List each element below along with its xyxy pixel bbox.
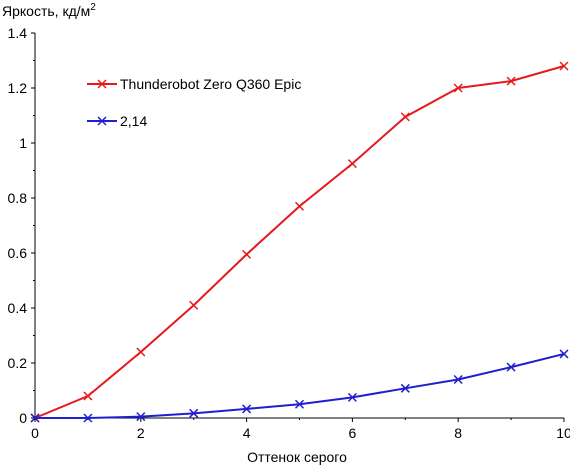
- marker-stroke: [453, 374, 463, 385]
- series-line: [35, 352, 565, 419]
- marker-stroke: [242, 249, 252, 259]
- data-point: [453, 83, 463, 93]
- x-tick-label: 2: [137, 425, 145, 441]
- marker-stroke: [83, 413, 93, 423]
- legend-item-2: 2,14: [87, 113, 147, 129]
- data-point: [189, 408, 199, 418]
- data-point: [294, 201, 305, 211]
- data-point: [83, 391, 93, 401]
- legend-label: Thunderobot Zero Q360 Epic: [120, 76, 301, 92]
- marker-stroke: [30, 413, 40, 423]
- marker-stroke: [453, 83, 463, 93]
- y-tick-label: 0.8: [8, 190, 28, 206]
- marker-stroke: [400, 112, 410, 122]
- marker-stroke: [559, 349, 569, 359]
- marker-stroke: [400, 383, 410, 393]
- y-tick-label: 0.4: [8, 300, 28, 316]
- data-point: [506, 76, 516, 86]
- y-tick-label: 0: [19, 410, 27, 426]
- marker-stroke: [97, 79, 107, 89]
- marker-stroke: [347, 392, 357, 402]
- y-axis-title-superscript: 2: [90, 2, 96, 13]
- data-point: [189, 300, 199, 310]
- data-point: [242, 249, 252, 259]
- data-point: [136, 347, 146, 357]
- x-tick-label: 6: [349, 425, 357, 441]
- y-tick-label: 1: [19, 135, 27, 151]
- y-tick-label: 1.4: [8, 25, 28, 41]
- y-tick-label: 0.6: [8, 245, 28, 261]
- data-point: [400, 383, 410, 393]
- marker-stroke: [83, 391, 93, 401]
- marker-stroke: [242, 404, 252, 414]
- marker-stroke: [294, 399, 305, 409]
- x-tick-label: 0: [31, 425, 39, 441]
- series-1: [30, 61, 569, 423]
- data-point: [136, 412, 146, 422]
- data-point: [30, 413, 40, 423]
- data-point: [347, 159, 357, 169]
- data-point: [400, 112, 410, 122]
- data-point: [242, 404, 252, 414]
- y-axis-title-text: Яркость, кд/м: [2, 3, 90, 19]
- legend-label: 2,14: [120, 113, 147, 129]
- marker-stroke: [136, 347, 146, 357]
- data-point: [83, 413, 93, 423]
- data-point: [559, 349, 569, 359]
- marker-stroke: [347, 159, 357, 169]
- data-point: [347, 392, 357, 402]
- series-2: [30, 349, 569, 423]
- data-point: [294, 399, 305, 409]
- marker-stroke: [294, 201, 305, 211]
- data-point: [559, 61, 569, 71]
- series-line: [34, 65, 565, 419]
- y-axis-title: Яркость, кд/м2: [2, 2, 96, 19]
- x-tick-label: 10: [556, 425, 570, 441]
- x-tick-label: 8: [454, 425, 462, 441]
- data-point: [453, 374, 463, 385]
- marker-stroke: [506, 362, 516, 372]
- marker-stroke: [506, 76, 516, 86]
- data-point: [506, 362, 516, 372]
- marker-stroke: [189, 300, 199, 310]
- plot-series: [30, 61, 569, 423]
- legend-marker: [97, 116, 107, 126]
- x-axis-title: Оттенок серого: [247, 449, 347, 465]
- marker-stroke: [136, 412, 146, 422]
- y-tick-label: 1.2: [8, 80, 28, 96]
- y-tick-label: 0.2: [8, 355, 28, 371]
- legend: Thunderobot Zero Q360 Epic 2,14: [87, 76, 301, 129]
- axes: 0 0.2 0.4 0.6 0.8 1 1.2 1.4 0 2 4 6 8 10: [8, 25, 570, 441]
- marker-stroke: [559, 61, 569, 71]
- marker-stroke: [189, 408, 199, 418]
- legend-item-1: Thunderobot Zero Q360 Epic: [87, 76, 301, 92]
- marker-stroke: [97, 116, 107, 126]
- x-tick-label: 4: [243, 425, 251, 441]
- legend-marker: [97, 79, 107, 89]
